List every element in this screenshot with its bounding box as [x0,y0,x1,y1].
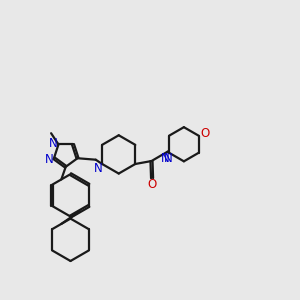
Text: N: N [45,153,53,166]
Text: N: N [49,137,58,150]
Text: N: N [94,162,103,175]
Text: O: O [148,178,157,191]
Text: N: N [161,152,170,165]
Text: O: O [200,127,209,140]
Text: N: N [164,152,173,165]
